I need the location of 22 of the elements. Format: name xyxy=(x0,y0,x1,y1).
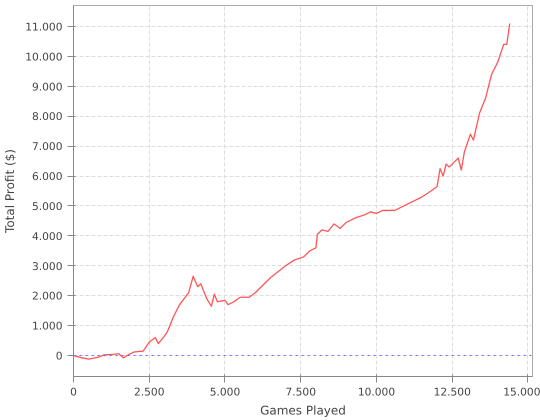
y-tick-label: 7.000 xyxy=(32,140,63,154)
y-axis-title: Total Profit ($) xyxy=(3,149,18,234)
y-tick-label: 11.000 xyxy=(25,20,63,34)
y-tick-label: 6.000 xyxy=(32,170,63,184)
x-tick-label: 10.000 xyxy=(358,386,396,398)
y-tick-label: 10.000 xyxy=(25,50,63,64)
x-tick-label: 15.000 xyxy=(503,386,540,398)
y-tick-label: 5.000 xyxy=(32,200,63,213)
x-tick-label: 5.000 xyxy=(210,386,240,398)
x-tick-label: 12.500 xyxy=(434,386,472,398)
line-series xyxy=(74,22,510,360)
x-tick-label: 2.500 xyxy=(134,386,165,398)
y-tick-label: 0 xyxy=(56,350,63,363)
x-tick-label: 7.500 xyxy=(285,386,316,398)
y-tick-label: 8.000 xyxy=(32,110,63,124)
y-tick-label: 3.000 xyxy=(32,260,63,273)
y-tick-label: 9.000 xyxy=(32,80,63,94)
y-tick-label: 1.000 xyxy=(32,320,63,333)
y-tick-label: 2.000 xyxy=(32,290,63,303)
x-axis-title: Games Played xyxy=(260,404,346,418)
y-tick-label: 4.000 xyxy=(32,230,63,243)
x-tick-label: 0 xyxy=(70,386,78,398)
